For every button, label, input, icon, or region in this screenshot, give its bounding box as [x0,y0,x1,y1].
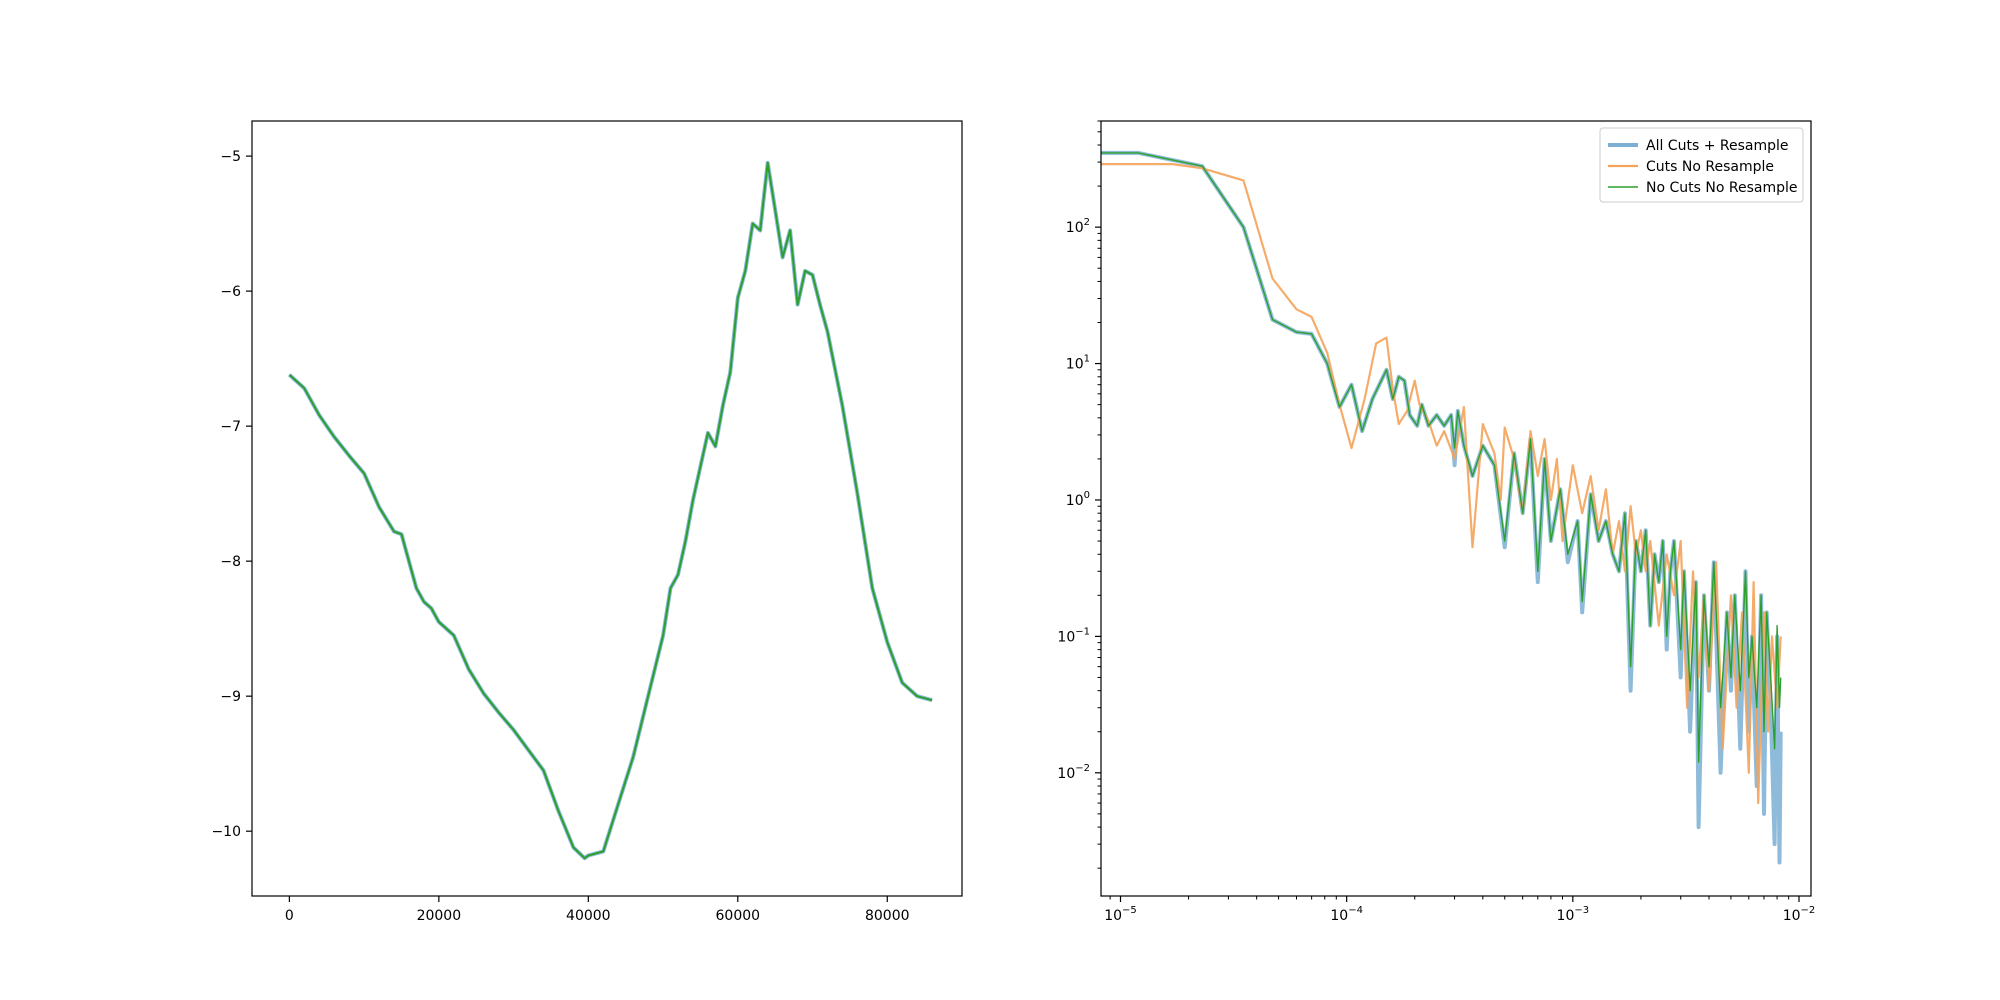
y-tick-label: 10−2 [1057,763,1090,782]
x-tick-label: 40000 [566,908,611,924]
legend: All Cuts + Resample Cuts No Resample No Cu… [1599,127,1804,203]
series-line-cuts-no-resample [1101,163,1782,805]
y-tick-label: 101 [1066,354,1090,373]
y-tick-label: −5 [220,149,241,165]
y-tick-label: −9 [220,689,241,705]
y-tick-label: −7 [220,419,241,435]
series-line-series-1 [288,161,933,860]
series-line-no-cuts-no-resample [1101,152,1782,763]
x-tick-label: 60000 [716,908,761,924]
y-tick-label: −8 [220,554,241,570]
legend-box [1599,127,1804,203]
y-tick-label: 10−1 [1057,626,1090,645]
axes-frame [251,120,963,897]
axes-frame [1100,120,1812,897]
left-line-chart: 0 20000 40000 60000 80000 −5 −6 −7 −8 −9 −10 [211,120,963,924]
x-tick-label: 20000 [417,908,462,924]
legend-label: No Cuts No Resample [1646,180,1797,196]
y-tick-label: −10 [211,824,241,840]
x-tick-label: 80000 [865,908,910,924]
legend-label: All Cuts + Resample [1646,138,1788,154]
y-tick-label: −6 [220,284,241,300]
y-tick-label: 102 [1066,217,1090,236]
legend-label: Cuts No Resample [1646,159,1774,175]
x-tick-label: 0 [285,908,294,924]
y-tick-label: 100 [1066,490,1090,509]
